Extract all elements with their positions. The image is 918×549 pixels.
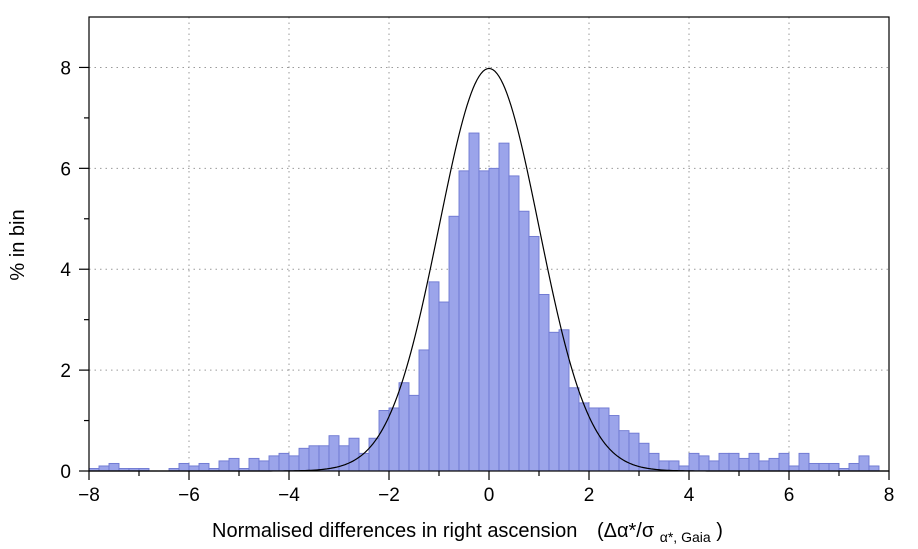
histogram-bar	[518, 210, 530, 472]
histogram-bar	[788, 465, 800, 472]
histogram-bar	[408, 394, 420, 472]
x-tick-label: −4	[278, 485, 300, 506]
histogram-bar	[798, 452, 810, 472]
histogram-bar	[108, 462, 120, 472]
histogram-bar	[858, 455, 870, 472]
histogram-bar	[598, 407, 610, 472]
x-axis-title-text: Normalised differences in right ascensio…	[212, 520, 577, 542]
histogram-bar	[478, 170, 490, 472]
x-tick-label: −2	[378, 485, 400, 506]
y-axis-title: % in bin	[7, 209, 29, 280]
x-tick-label: 6	[784, 485, 795, 506]
histogram-bar	[278, 452, 290, 472]
histogram-bar	[718, 452, 730, 472]
histogram-bar	[438, 301, 450, 472]
histogram-bar	[248, 457, 260, 472]
x-tick-label: −6	[178, 485, 200, 506]
histogram-bar	[748, 452, 760, 472]
histogram-bar	[318, 445, 330, 472]
histogram-bar	[218, 460, 230, 472]
x-tick-label: −8	[78, 485, 100, 506]
histogram-bar	[738, 457, 750, 472]
histogram-bar	[568, 387, 580, 472]
x-tick-label: 0	[484, 485, 495, 506]
histogram-bar	[778, 452, 790, 472]
axis-ticks	[79, 66, 890, 480]
histogram-bar	[538, 293, 550, 472]
histogram-bar	[458, 170, 470, 472]
histogram-bar	[198, 462, 210, 472]
y-tick-label: 8	[60, 58, 71, 79]
x-tick-label: 2	[584, 485, 595, 506]
histogram-bar	[588, 407, 600, 472]
histogram-bar	[558, 329, 570, 472]
histogram-bar	[398, 382, 410, 472]
x-tick-label: 8	[884, 485, 895, 506]
histogram-bar	[668, 460, 680, 472]
histogram-bar	[298, 447, 310, 472]
histogram-bar	[728, 452, 740, 472]
tick-labels: −8 −6 −4 −2 0 2 4 6 8 0 2 4 6 8	[60, 58, 894, 506]
histogram-bar	[268, 455, 280, 472]
histogram-bar	[708, 460, 720, 472]
histogram-bar	[868, 465, 880, 472]
histogram-bar	[548, 331, 560, 472]
y-tick-label: 2	[60, 361, 71, 382]
histogram-bar	[828, 462, 840, 472]
histogram-bar	[348, 437, 360, 472]
histogram-bar	[848, 462, 860, 472]
histogram-bar	[418, 349, 430, 472]
histogram-bar	[698, 455, 710, 472]
grid-lines	[89, 17, 889, 471]
histogram-bar	[818, 462, 830, 472]
histogram-bar	[448, 215, 460, 472]
histogram-bar	[758, 460, 770, 472]
histogram-bar	[188, 465, 200, 472]
x-axis-formula-subscript: α*, Gaia	[660, 529, 711, 545]
histogram-bar	[508, 175, 520, 472]
x-axis-formula: (Δα*/σ	[597, 520, 655, 542]
histogram-bar	[498, 142, 510, 472]
y-tick-label: 0	[60, 462, 71, 483]
histogram-bar	[178, 462, 190, 472]
histogram-bar	[428, 281, 440, 472]
histogram-bar	[288, 455, 300, 472]
histogram-bar	[468, 132, 480, 472]
x-tick-label: 4	[684, 485, 695, 506]
histogram-bar	[488, 167, 500, 472]
histogram-bar	[388, 407, 400, 472]
histogram-bar	[768, 457, 780, 472]
histogram-bar	[608, 415, 620, 472]
histogram-bars	[88, 132, 880, 472]
histogram-bar	[688, 452, 700, 472]
histogram-bar	[258, 460, 270, 472]
histogram-bar	[328, 435, 340, 472]
histogram-bar	[528, 235, 540, 472]
histogram-bar	[618, 430, 630, 472]
histogram-bar	[808, 462, 820, 472]
y-tick-label: 6	[60, 159, 71, 180]
histogram-bar	[228, 457, 240, 472]
histogram-bar	[308, 445, 320, 472]
x-axis-formula-close: )	[716, 520, 723, 542]
histogram-bar	[338, 445, 350, 472]
histogram-bar	[98, 465, 110, 472]
y-tick-label: 4	[60, 260, 71, 281]
x-axis-title: Normalised differences in right ascensio…	[212, 520, 723, 547]
